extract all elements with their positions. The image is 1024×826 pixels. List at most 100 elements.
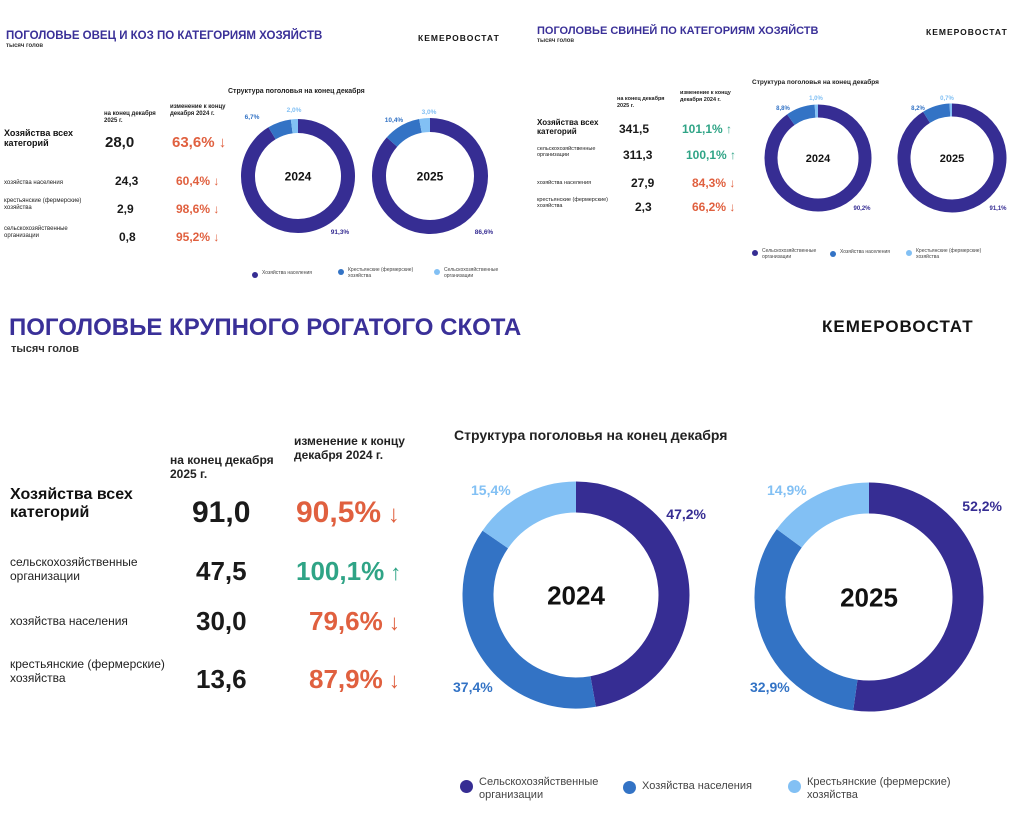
cattle-donut-2025: 52,2% 32,9% 14,9% 2025 — [750, 482, 1003, 712]
donut-percent-label: 10,4% — [385, 117, 404, 124]
donut-percent-label: 0,7% — [940, 96, 954, 102]
donut-segment — [419, 118, 431, 133]
cattle-row-value: 30,0 — [196, 606, 247, 636]
pigs-row-label: хозяйства населения — [537, 180, 592, 186]
donut-percent-label: 47,2% — [666, 506, 706, 522]
sheep-brand: КЕМЕРОВОСТАТ — [418, 33, 500, 43]
cattle-row-value: 47,5 — [196, 556, 247, 586]
donut-segment — [268, 119, 293, 140]
cattle-row-change: 79,6% ↓ — [309, 606, 400, 636]
pigs-col-change: изменение к концу декабря 2024 г. — [680, 90, 731, 103]
legend-item-farmers: Крестьянские (фермерские) хозяйства — [788, 776, 958, 801]
donut-segment — [482, 481, 577, 549]
pigs-row-value: 311,3 — [623, 148, 653, 162]
legend-dot-icon — [752, 250, 758, 256]
cattle-row-change: 87,9% ↓ — [309, 664, 400, 694]
sheep-row-label: Хозяйства всех категорий — [4, 128, 74, 149]
legend-dot-icon — [788, 780, 801, 793]
legend-dot-icon — [338, 269, 344, 275]
arrow-down-icon: ↓ — [213, 202, 220, 216]
donut-percent-label: 91,1% — [989, 206, 1007, 212]
sheep-row-value: 2,9 — [117, 202, 134, 216]
pigs-brand: КЕМЕРОВОСТАТ — [926, 27, 1008, 37]
donut-percent-label: 1,0% — [809, 96, 823, 102]
donut-center-year: 2025 — [417, 169, 444, 183]
cattle-row-change: 100,1% ↑ — [296, 556, 402, 586]
donut-percent-label: 52,2% — [962, 498, 1002, 514]
donut-segment — [754, 529, 858, 711]
cattle-col-change: изменение к концу декабря 2024 г. — [294, 434, 405, 463]
arrow-down-icon: ↓ — [729, 176, 736, 190]
arrow-down-icon: ↓ — [382, 610, 400, 635]
sheep-row-value: 28,0 — [105, 134, 135, 151]
legend-item-households: Хозяйства населения — [830, 249, 890, 257]
arrow-down-icon: ↓ — [381, 501, 400, 528]
sheep-row-label: хозяйства населения — [4, 180, 63, 186]
legend-dot-icon — [460, 780, 473, 793]
donut-segment — [575, 481, 690, 707]
donut-percent-label: 8,2% — [911, 106, 925, 112]
donut-percent-label: 15,4% — [471, 482, 511, 498]
sheep-row-change: 63,6% ↓ — [172, 134, 227, 151]
legend-dot-icon — [830, 251, 836, 257]
arrow-down-icon: ↓ — [218, 134, 227, 151]
arrow-down-icon: ↓ — [213, 174, 220, 188]
legend-item-agri-orgs: Сельскохозяйственные организации — [752, 248, 832, 261]
donut-segment — [776, 482, 870, 548]
sheep-row-change: 60,4% ↓ — [176, 174, 220, 188]
sheep-row-value: 24,3 — [115, 174, 139, 188]
donut-segment — [386, 119, 423, 147]
sheep-row-change: 98,6% ↓ — [176, 202, 220, 216]
cattle-title: ПОГОЛОВЬЕ КРУПНОГО РОГАТОГО СКОТА — [9, 314, 522, 341]
donut-center-year: 2025 — [840, 582, 898, 612]
donut-percent-label: 37,4% — [453, 679, 493, 695]
legend-dot-icon — [252, 272, 258, 278]
donut-center-year: 2024 — [806, 153, 831, 165]
legend-item-households: Хозяйства населения — [623, 780, 752, 794]
donut-percent-label: 2,0% — [287, 107, 302, 114]
cattle-brand: КЕМЕРОВОСТАТ — [822, 317, 974, 336]
arrow-up-icon: ↑ — [730, 148, 737, 162]
donut-percent-label: 90,2% — [853, 206, 871, 212]
pigs-unit: тысяч голов — [537, 38, 575, 44]
donut-segment — [372, 118, 488, 234]
donut-center-year: 2024 — [285, 169, 312, 183]
donut-percent-label: 6,7% — [245, 114, 260, 121]
pigs-row-value: 2,3 — [635, 200, 652, 214]
sheep-col-value: на конец декабря 2025 г. — [104, 111, 156, 125]
arrow-down-icon: ↓ — [729, 200, 736, 214]
sheep-structure-title: Структура поголовья на конец декабря — [228, 88, 365, 95]
cattle-row-value: 91,0 — [192, 496, 251, 529]
sheep-row-value: 0,8 — [119, 230, 136, 244]
donut-percent-label: 14,9% — [767, 482, 807, 498]
donut-segment — [853, 482, 984, 712]
sheep-donut-2025: 86,6% 10,4% 3,0% 2025 — [372, 109, 493, 236]
donut-segment — [241, 119, 355, 233]
pigs-row-label: Хозяйства всех категорий — [537, 118, 599, 137]
sheep-row-change: 95,2% ↓ — [176, 230, 220, 244]
sheep-title: ПОГОЛОВЬЕ ОВЕЦ И КОЗ ПО КАТЕГОРИЯМ ХОЗЯЙ… — [6, 30, 323, 42]
legend-item-households: Хозяйства населения — [252, 270, 312, 278]
cattle-row-label: Хозяйства всех категорий — [10, 486, 133, 522]
arrow-down-icon: ↓ — [382, 668, 400, 693]
arrow-up-icon: ↑ — [384, 560, 402, 585]
donut-segment — [897, 103, 1007, 213]
donut-segment — [923, 103, 951, 123]
legend-item-agri-orgs: Сельскохозяйственные организации — [460, 776, 610, 801]
pigs-row-label: крестьянские (фермерские) хозяйства — [537, 197, 608, 210]
donut-segment — [787, 104, 816, 126]
cattle-col-value: на конец декабря 2025 г. — [170, 453, 274, 482]
sheep-unit: тысяч голов — [6, 43, 44, 49]
cattle-row-value: 13,6 — [196, 664, 247, 694]
legend-item-farmers: Крестьянские (фермерские) хозяйства — [906, 248, 986, 261]
donut-center-year: 2024 — [547, 580, 605, 610]
pigs-row-label: сельскохозяйственные организации — [537, 146, 596, 159]
legend-dot-icon — [434, 269, 440, 275]
sheep-col-change: изменение к концу декабря 2024 г. — [170, 104, 226, 118]
sheep-donut-2024: 91,3% 6,7% 2,0% 2024 — [241, 107, 355, 236]
pigs-donut-2024: 90,2% 8,8% 1,0% 2024 — [764, 96, 872, 212]
donut-percent-label: 32,9% — [750, 679, 790, 695]
sheep-row-label: крестьянские (фермерские) хозяйства — [4, 198, 82, 211]
cattle-row-label: сельскохозяйственные организации — [10, 555, 138, 583]
legend-dot-icon — [623, 781, 636, 794]
